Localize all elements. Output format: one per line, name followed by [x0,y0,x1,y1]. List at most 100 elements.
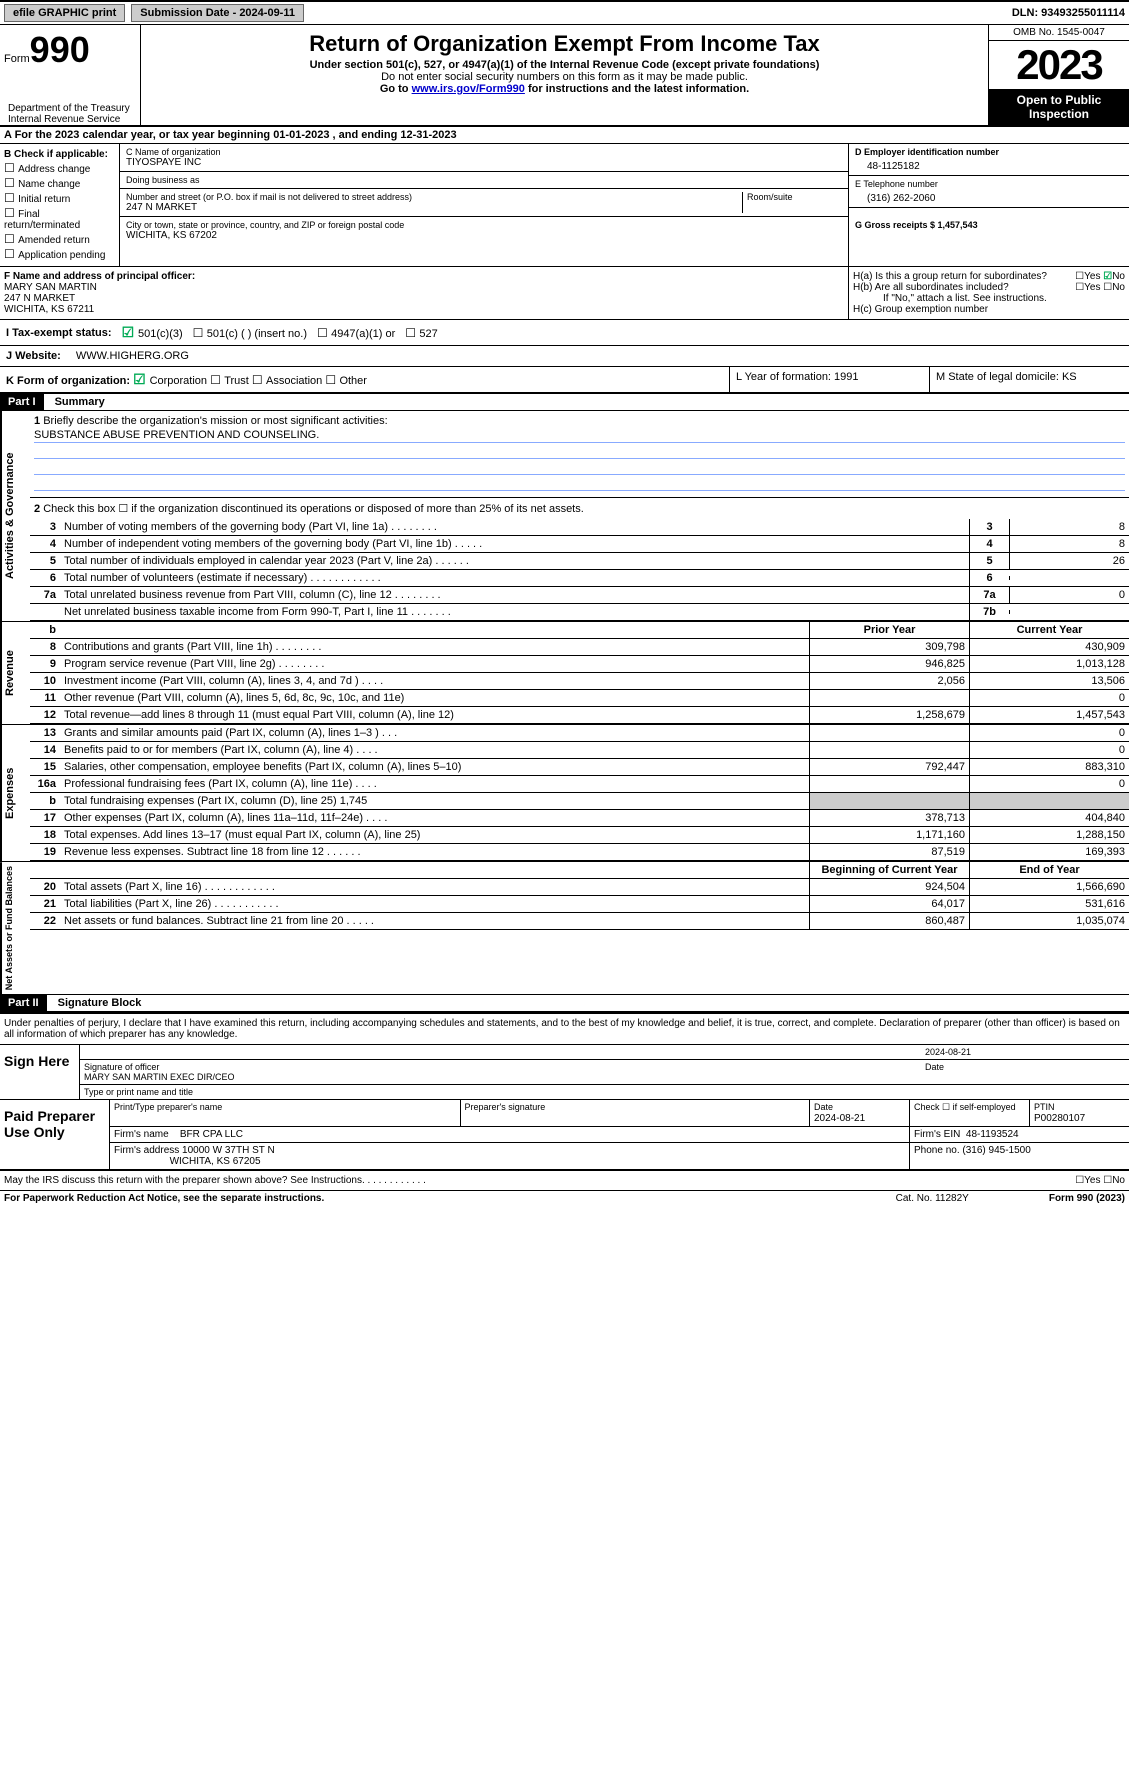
summary-rev-section: Revenue bPrior YearCurrent Year 8Contrib… [0,622,1129,725]
officer-h-row: F Name and address of principal officer:… [0,267,1129,320]
sig-date-line: 2024-08-21 [80,1045,1129,1060]
k-label: K Form of organization: [6,375,130,387]
phone-label: E Telephone number [855,179,1123,189]
org-name-value: TIYOSPAYE INC [126,157,842,168]
part2-title: Signature Block [50,995,150,1011]
firm-name-label: Firm's name [114,1129,169,1140]
submission-date-button[interactable]: Submission Date - 2024-09-11 [131,4,304,22]
ha-yesno[interactable]: ☐Yes ☑No [1075,271,1125,282]
part2-header-row: Part II Signature Block [0,995,1129,1012]
efile-print-button[interactable]: efile GRAPHIC print [4,4,125,22]
phone-value: (316) 262-2060 [855,189,1123,204]
ptin-label: PTIN [1034,1102,1055,1112]
line-1-mission: 1 Briefly describe the organization's mi… [30,411,1129,498]
line-2-discontinued: 2 Check this box ☐ if the organization d… [30,498,1129,519]
part1-tag: Part I [0,394,44,410]
chk-association[interactable]: Association [252,375,322,387]
subtitle-2: Do not enter social security numbers on … [145,71,984,83]
paid-preparer-block: Paid Preparer Use Only Print/Type prepar… [0,1100,1129,1171]
city-cell: City or town, state or province, country… [120,217,848,244]
chk-4947[interactable]: 4947(a)(1) or [317,326,395,340]
goto-prefix: Go to [380,83,412,95]
rev-header-row: bPrior YearCurrent Year [30,622,1129,639]
gov-line: 6Total number of volunteers (estimate if… [30,570,1129,587]
addr-label: Number and street (or P.O. box if mail i… [126,192,742,202]
signature-declaration: Under penalties of perjury, I declare th… [0,1012,1129,1044]
mission-text: SUBSTANCE ABUSE PREVENTION AND COUNSELIN… [34,429,1125,443]
chk-name-change[interactable]: Name change [4,176,115,190]
gov-line: 7aTotal unrelated business revenue from … [30,587,1129,604]
chk-other[interactable]: Other [325,375,367,387]
irs-link[interactable]: www.irs.gov/Form990 [412,83,525,95]
data-line: 14Benefits paid to or for members (Part … [30,742,1129,759]
ein-cell: D Employer identification number 48-1125… [849,144,1129,176]
chk-501c3[interactable]: 501(c)(3) [122,324,183,341]
chk-application-pending[interactable]: Application pending [4,247,115,261]
paid-preparer-label: Paid Preparer Use Only [0,1100,110,1169]
address-cell: Number and street (or P.O. box if mail i… [120,189,848,217]
prep-name-label: Print/Type preparer's name [114,1102,222,1112]
website-label: J Website: [6,350,61,362]
prep-date-value: 2024-08-21 [814,1113,865,1124]
tab-expenses: Expenses [0,725,30,861]
prep-sig-label: Preparer's signature [465,1102,546,1112]
chk-final-return[interactable]: Final return/terminated [4,206,115,231]
firm-ein-label: Firm's EIN [914,1129,960,1140]
mission-blank3 [34,477,1125,491]
hb-yesno[interactable]: ☐Yes ☐No [1075,282,1125,293]
city-label: City or town, state or province, country… [126,220,842,230]
chk-address-change[interactable]: Address change [4,161,115,175]
form-prefix: Form [4,53,30,65]
chk-527[interactable]: 527 [405,326,437,340]
section-d-e-g-block: D Employer identification number 48-1125… [849,144,1129,266]
paperwork-notice: For Paperwork Reduction Act Notice, see … [4,1193,324,1204]
sign-here-label: Sign Here [0,1045,80,1099]
gross-receipts-label: G Gross receipts $ 1,457,543 [855,220,1123,230]
goto-line: Go to www.irs.gov/Form990 for instructio… [145,83,984,95]
prep-check-label[interactable]: Check ☐ if self-employed [914,1102,1016,1112]
website-hc-row: J Website: WWW.HIGHERG.ORG [0,346,1129,367]
date-label: Date [925,1062,1125,1082]
room-label: Room/suite [747,192,842,202]
tab-revenue: Revenue [0,622,30,724]
sig-officer-line: Signature of officerMARY SAN MARTIN EXEC… [80,1060,1129,1085]
ptin-value: P00280107 [1034,1113,1085,1124]
discuss-yesno[interactable]: ☐Yes ☐No [1075,1175,1125,1186]
boy-hdr: Beginning of Current Year [809,862,969,878]
firm-phone-label: Phone no. [914,1145,960,1156]
chk-trust[interactable]: Trust [210,375,249,387]
firm-addr1-value: 10000 W 37TH ST N [182,1145,275,1156]
data-line: 10Investment income (Part VIII, column (… [30,673,1129,690]
tax-period-row: A For the 2023 calendar year, or tax yea… [0,127,1129,144]
sig-officer-value: MARY SAN MARTIN EXEC DIR/CEO [84,1072,235,1082]
open-inspection-badge: Open to Public Inspection [989,89,1129,125]
mission-blank1 [34,445,1125,459]
dln-label: DLN: 93493255011114 [1012,7,1125,19]
prep-row-2: Firm's name BFR CPA LLC Firm's EIN 48-11… [110,1127,1129,1143]
mission-blank2 [34,461,1125,475]
header-title-block: Return of Organization Exempt From Incom… [140,25,989,125]
ha-question: H(a) Is this a group return for subordin… [853,271,1125,282]
officer-addr1: 247 N MARKET [4,293,844,304]
summary-gov-section: Activities & Governance 1 Briefly descri… [0,411,1129,622]
chk-initial-return[interactable]: Initial return [4,191,115,205]
part1-header-row: Part I Summary [0,394,1129,411]
data-line: 16aProfessional fundraising fees (Part I… [30,776,1129,793]
chk-amended-return[interactable]: Amended return [4,232,115,246]
data-line: 11Other revenue (Part VIII, column (A), … [30,690,1129,707]
dba-cell: Doing business as [120,172,848,189]
data-line: 18Total expenses. Add lines 13–17 (must … [30,827,1129,844]
data-line: bTotal fundraising expenses (Part IX, co… [30,793,1129,810]
subtitle-1: Under section 501(c), 527, or 4947(a)(1)… [145,59,984,71]
sign-here-block: Sign Here 2024-08-21 Signature of office… [0,1044,1129,1100]
prep-date-label: Date [814,1102,833,1112]
bottom-row: For Paperwork Reduction Act Notice, see … [0,1191,1129,1206]
website-url: WWW.HIGHERG.ORG [76,350,189,362]
firm-addr2-value: WICHITA, KS 67205 [170,1156,261,1167]
ein-value: 48-1125182 [855,157,1123,172]
prep-row-3: Firm's address 10000 W 37TH ST N WICHITA… [110,1143,1129,1169]
chk-501c[interactable]: 501(c) ( ) (insert no.) [193,326,307,340]
discuss-text: May the IRS discuss this return with the… [4,1175,426,1186]
chk-corporation[interactable]: Corporation [133,375,207,387]
department-label: Department of the Treasury Internal Reve… [4,101,136,127]
